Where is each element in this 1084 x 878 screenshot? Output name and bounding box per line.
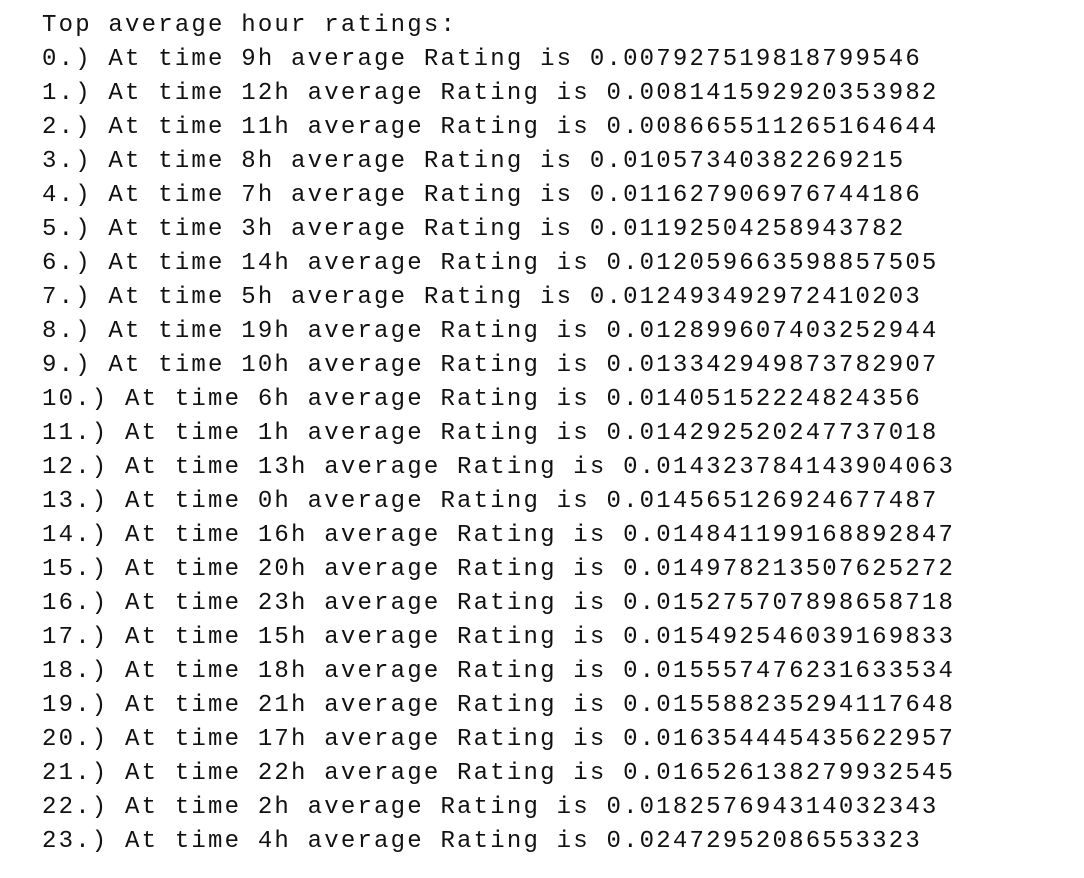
output-line: 18.) At time 18h average Rating is 0.015… [42, 658, 956, 685]
output-line: 22.) At time 2h average Rating is 0.0182… [42, 794, 939, 821]
output-line: 5.) At time 3h average Rating is 0.01192… [42, 216, 906, 243]
output-line: 10.) At time 6h average Rating is 0.0140… [42, 386, 922, 413]
output-line: 20.) At time 17h average Rating is 0.016… [42, 726, 956, 753]
output-line: 17.) At time 15h average Rating is 0.015… [42, 624, 956, 651]
output-line: 8.) At time 19h average Rating is 0.0128… [42, 318, 939, 345]
output-line: 23.) At time 4h average Rating is 0.0247… [42, 828, 922, 855]
output-line: 12.) At time 13h average Rating is 0.014… [42, 454, 956, 481]
output-line: 6.) At time 14h average Rating is 0.0120… [42, 250, 939, 277]
output-line: 9.) At time 10h average Rating is 0.0133… [42, 352, 939, 379]
output-line: 3.) At time 8h average Rating is 0.01057… [42, 148, 906, 175]
output-line: 1.) At time 12h average Rating is 0.0081… [42, 80, 939, 107]
output-line: 7.) At time 5h average Rating is 0.01249… [42, 284, 922, 311]
output-lines: 0.) At time 9h average Rating is 0.00792… [42, 43, 1084, 859]
output-line: 0.) At time 9h average Rating is 0.00792… [42, 46, 922, 73]
output-title: Top average hour ratings: [42, 12, 458, 39]
output-line: 11.) At time 1h average Rating is 0.0142… [42, 420, 939, 447]
output-line: 2.) At time 11h average Rating is 0.0086… [42, 114, 939, 141]
output-line: 14.) At time 16h average Rating is 0.014… [42, 522, 956, 549]
output-line: 4.) At time 7h average Rating is 0.01162… [42, 182, 922, 209]
output-line: 21.) At time 22h average Rating is 0.016… [42, 760, 956, 787]
output-line: 19.) At time 21h average Rating is 0.015… [42, 692, 956, 719]
output-line: 13.) At time 0h average Rating is 0.0145… [42, 488, 939, 515]
output-line: 15.) At time 20h average Rating is 0.014… [42, 556, 956, 583]
output-line: 16.) At time 23h average Rating is 0.015… [42, 590, 956, 617]
